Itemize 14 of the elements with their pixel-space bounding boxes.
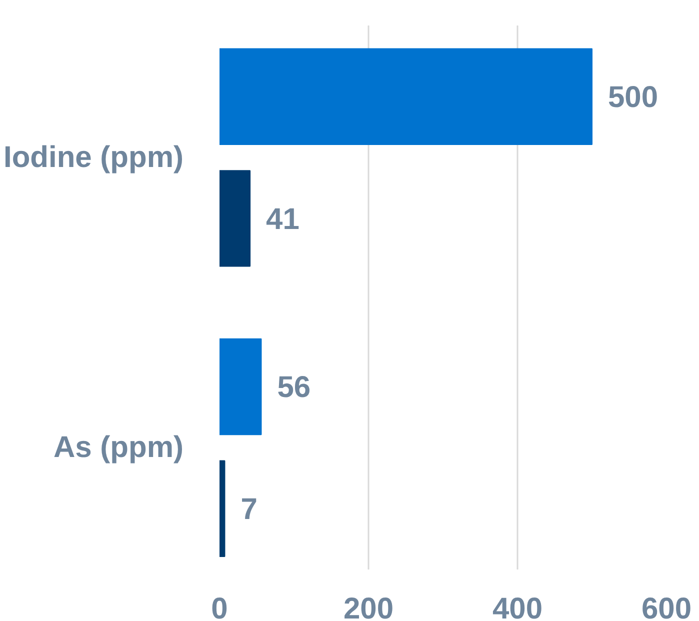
- data-label: 7: [240, 493, 258, 526]
- x-tick-label: 400: [492, 592, 543, 621]
- data-label: 41: [266, 202, 300, 236]
- bar: [220, 170, 251, 267]
- x-tick-label: 600: [641, 592, 692, 621]
- data-label: 56: [277, 371, 311, 404]
- bar: [220, 48, 592, 145]
- x-tick-label: 0: [211, 592, 228, 621]
- bar: [220, 460, 226, 557]
- bar: [220, 338, 262, 436]
- x-tick-label: 200: [343, 592, 394, 621]
- y-tick-label: Iodine (ppm): [4, 141, 184, 174]
- y-tick-label: As (ppm): [54, 431, 184, 464]
- data-label: 500: [608, 81, 658, 114]
